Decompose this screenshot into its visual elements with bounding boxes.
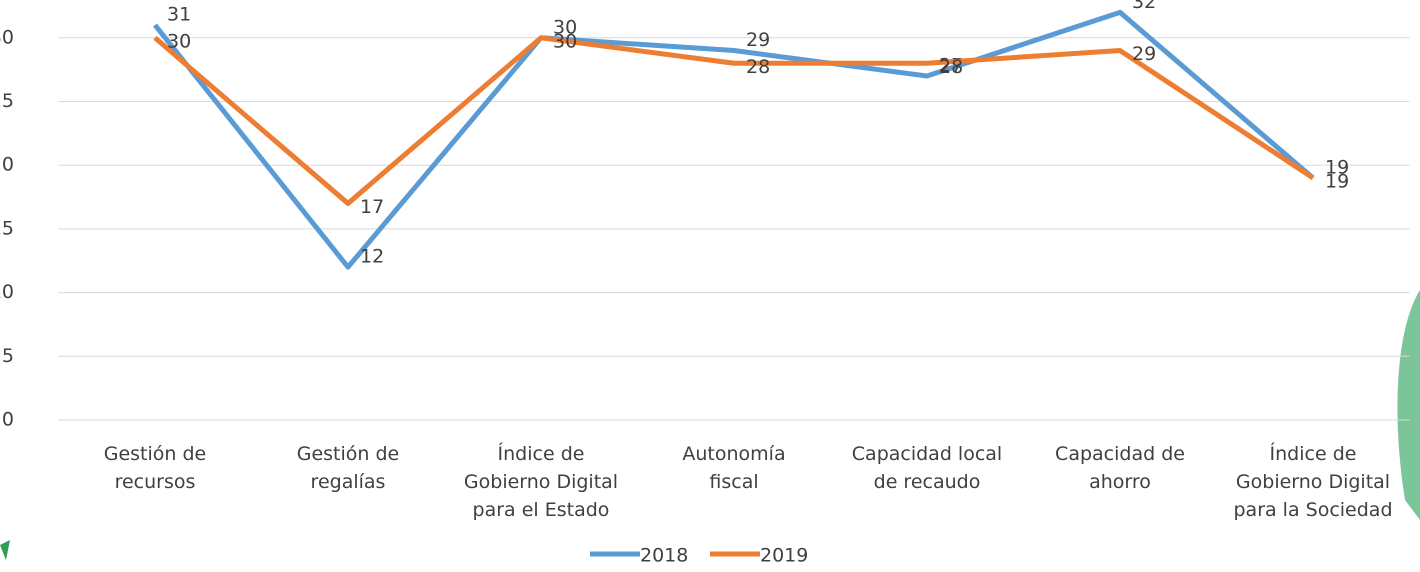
y-tick-label: 15 [0,217,14,239]
legend-label: 2019 [760,545,808,567]
data-label: 30 [553,30,577,52]
data-label: 29 [746,29,770,51]
y-tick-label: 30 [0,26,14,48]
data-label: 19 [1325,170,1349,192]
x-tick-label: Gestión de recursos [103,443,207,493]
x-tick-label: Autonomía fiscal [682,443,786,493]
legend-label: 2018 [640,545,688,567]
y-tick-label: 0 [2,409,14,431]
data-label: 12 [360,246,384,268]
x-tick-label: Índice de Gobierno Digital para la Socie… [1233,443,1393,521]
x-tick-label: Capacidad local de recaudo [851,443,1003,493]
data-label: 30 [553,16,577,38]
x-tick-label: Índice de Gobierno Digital para el Estad… [463,443,619,521]
data-label: 19 [1325,156,1349,178]
x-tick-label: Capacidad de ahorro [1055,443,1185,493]
data-label: 17 [360,196,384,218]
x-tick-label: Gestión de regalías [296,443,400,493]
decoration [0,540,10,560]
line [153,9,1315,270]
line [153,35,1315,206]
data-label: 30 [167,30,191,52]
data-label: 32 [1132,0,1156,13]
data-label: 28 [746,56,770,78]
y-tick-label: 5 [2,345,14,367]
data-label: 31 [167,4,191,26]
decoration [1397,290,1420,520]
y-tick-label: 20 [0,154,14,176]
y-tick-label: 10 [0,281,14,303]
data-label: 28 [939,56,963,78]
y-tick-label: 25 [0,90,14,112]
data-label: 29 [1132,43,1156,65]
